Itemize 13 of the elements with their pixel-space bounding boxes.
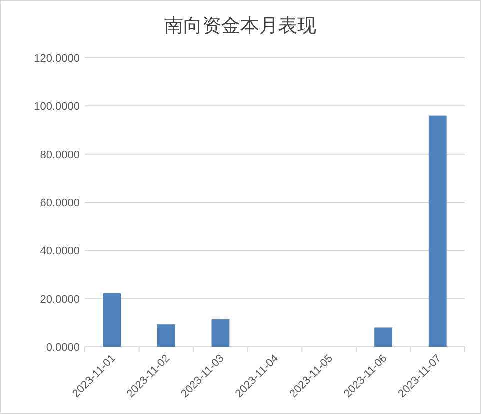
bar [157, 324, 176, 347]
y-tick-label: 100.0000 [34, 101, 80, 114]
bar [428, 116, 447, 347]
y-tick-label: 20.0000 [40, 294, 80, 306]
y-tick-label: 120.0000 [34, 53, 80, 65]
y-tick-label: 40.0000 [40, 246, 80, 258]
y-tick-label: 60.0000 [40, 198, 80, 210]
y-tick-label: 0.0000 [46, 342, 80, 354]
chart-title: 南向资金本月表现 [164, 16, 316, 37]
y-tick-label: 80.0000 [40, 149, 80, 162]
bar [212, 320, 230, 347]
bar [103, 294, 122, 347]
bar [374, 328, 393, 347]
